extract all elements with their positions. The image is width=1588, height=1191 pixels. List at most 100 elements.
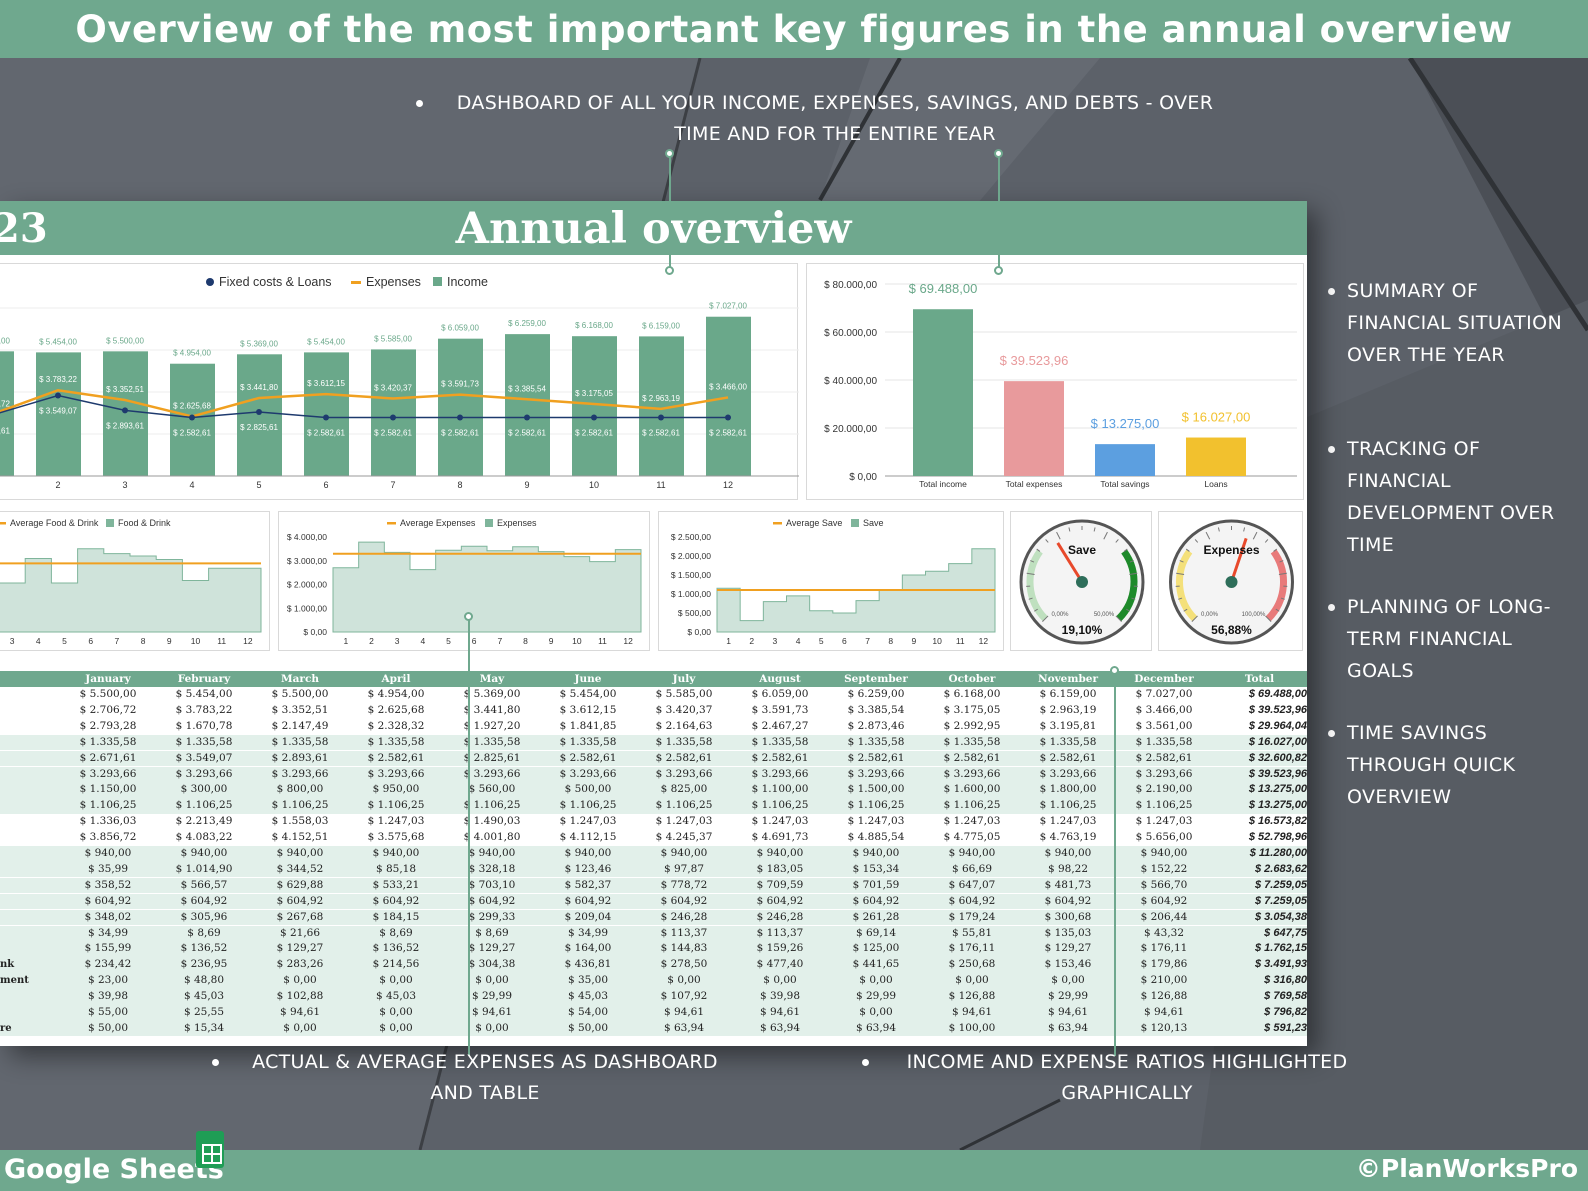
x-tick-label: 5 [62,636,67,646]
legend-marker-average [773,522,782,525]
table-cell: $ 1.336,03 [79,815,137,828]
legend-marker-income [433,277,442,286]
table-cell: $ 45,03 [567,990,609,1003]
legend-marker-expenses [351,281,361,284]
total-bar [1186,437,1246,476]
table-header-cell: December [1134,673,1194,685]
gauge-tick [1115,615,1122,622]
gauge-tick [1176,572,1185,575]
table-header-cell: June [574,673,602,685]
gauge-tick [1205,531,1211,540]
income-data-label: $ 5.369,00 [240,339,278,348]
income-bar [237,354,282,476]
connector-line [669,153,671,270]
table-cell: $ 701,59 [852,878,900,891]
table-cell: $ 2.582,61 [847,751,905,764]
x-tick-label: 4 [189,480,194,490]
table-cell: $ 1.106,25 [1135,799,1193,812]
income-data-label: $ 5.500,00 [106,336,144,345]
fixed-point [189,414,195,421]
x-tick-label: 2 [369,636,374,646]
x-tick-label: 11 [956,636,965,646]
table-cell: $ 328,18 [468,862,516,875]
x-tick-label: 5 [819,636,824,646]
expenses-area-chart: $ 0,00 $ 1.000,00 $ 2.000,00 $ 3.000,00 $ 4.… [287,518,642,646]
table-cell: $ 3.293,66 [1039,767,1097,780]
table-cell: $ 1.500,00 [847,783,905,796]
total-bar [1004,381,1064,476]
fixed-point [591,414,597,421]
gauge-range-high [1116,549,1138,622]
income-bar [706,316,751,476]
table-cell: $ 126,88 [948,990,996,1003]
gauge-tick [1178,597,1183,600]
table-cell: $ 123,46 [564,862,612,875]
table-cell: $ 1.800,00 [1039,783,1097,796]
table-cell: $ 16.027,00 [1248,735,1307,748]
table-cell: $ 16.573,82 [1248,815,1307,828]
table-cell: $ 3.561,00 [1135,719,1193,732]
area-series [716,548,996,633]
table-cell: $ 8,69 [379,926,413,939]
table-cell: $ 1.335,58 [175,735,233,748]
gauge-tick [1115,539,1119,543]
table-cell: $ 7.027,00 [1135,688,1193,700]
table-cell: $ 3.491,93 [1255,958,1307,971]
table-cell: $ 1.106,25 [79,799,137,812]
table-cell: $ 179,24 [948,910,996,923]
table-cell: $ 3.352,51 [271,703,329,716]
table-cell: $ 1.600,00 [943,783,1001,796]
table-cell: $ 358,52 [84,878,132,891]
table-cell: $ 1.335,58 [751,735,809,748]
table-cell: $ 1.106,25 [655,799,713,812]
table-cell: $ 2.328,32 [367,719,425,732]
table-cell: $ 94,61 [471,1006,513,1018]
table-cell: $ 6.059,00 [751,688,809,700]
table-cell: $ 267,68 [276,910,324,923]
table-cell: $ 234,42 [84,958,132,971]
table-cell: $ 2.873,46 [847,719,905,732]
gauge-tick [1252,531,1258,540]
gauge-tick [1194,539,1199,543]
table-cell: $ 29,99 [855,990,897,1003]
callout-bottom-right: INCOME AND EXPENSE RATIOS HIGHLIGHTED GR… [862,1047,1374,1109]
table-cell: $ 3.856,72 [79,831,137,844]
table-cell: $ 604,92 [84,894,132,907]
income-bar [103,351,148,476]
connector-line [998,153,1000,270]
table-cell: $ 0,00 [379,974,413,987]
gauge-value: 19,10% [1062,623,1103,637]
table-cell: $ 39.523,96 [1248,767,1307,780]
table-cell: $ 481,73 [1044,878,1092,891]
monthly-combo-chart: Fixed costs & Loans Expenses Income $ 5.500… [0,275,799,490]
table-cell: $ 50,00 [87,1021,129,1034]
table-cell: $ 4.112,15 [559,831,617,844]
connector-dot [994,149,1003,158]
table-cell: $ 29,99 [471,990,513,1003]
table-cell: $ 4.001,80 [463,831,521,844]
callout-bottom-left-text: ACTUAL & AVERAGE EXPENSES AS DASHBOARD A… [252,1051,718,1104]
income-data-label: $ 5.585,00 [374,334,412,343]
footer-bar [0,1150,1588,1191]
table-cell: $ 950,00 [372,783,420,796]
gauge-tick [1045,539,1049,543]
table-row: re $ 50,00 $ 15,34 $ 0,00 $ 0,00 $ 0,00 $ 50,0… [0,1020,1307,1037]
table-cell: $ 604,92 [1140,894,1188,907]
table-cell: $ 6.259,00 [847,688,905,700]
table-cell: $ 63,94 [759,1021,801,1034]
expenses-gauge-panel: Expenses 0,00% 100,00% 56,88% [1158,511,1303,651]
table-row: $ 1.150,00 $ 300,00 $ 800,00 $ 950,00 $ 560,… [0,782,1307,798]
table-cell: $ 2.213,49 [175,815,233,828]
table-header-cell: October [948,673,996,685]
row-label: nk [0,959,15,971]
table-cell: $ 1.490,03 [463,815,521,828]
row-label: ment [0,975,29,987]
expenses-data-label: $ 3.420,37 [374,383,412,392]
page-title: Overview of the most important key figur… [75,7,1513,51]
chart-legend: Fixed costs & Loans Expenses Income [206,275,488,289]
table-row: $ 35,99 $ 1.014,90 $ 344,52 $ 85,18 $ 328,18… [0,861,1307,878]
table-cell: $ 1.247,03 [751,815,809,828]
table-cell: $ 500,00 [564,783,612,796]
save-gauge-panel: Save 0,00% 50,00% 19,10% [1010,511,1152,651]
table-cell: $ 236,95 [180,958,228,971]
